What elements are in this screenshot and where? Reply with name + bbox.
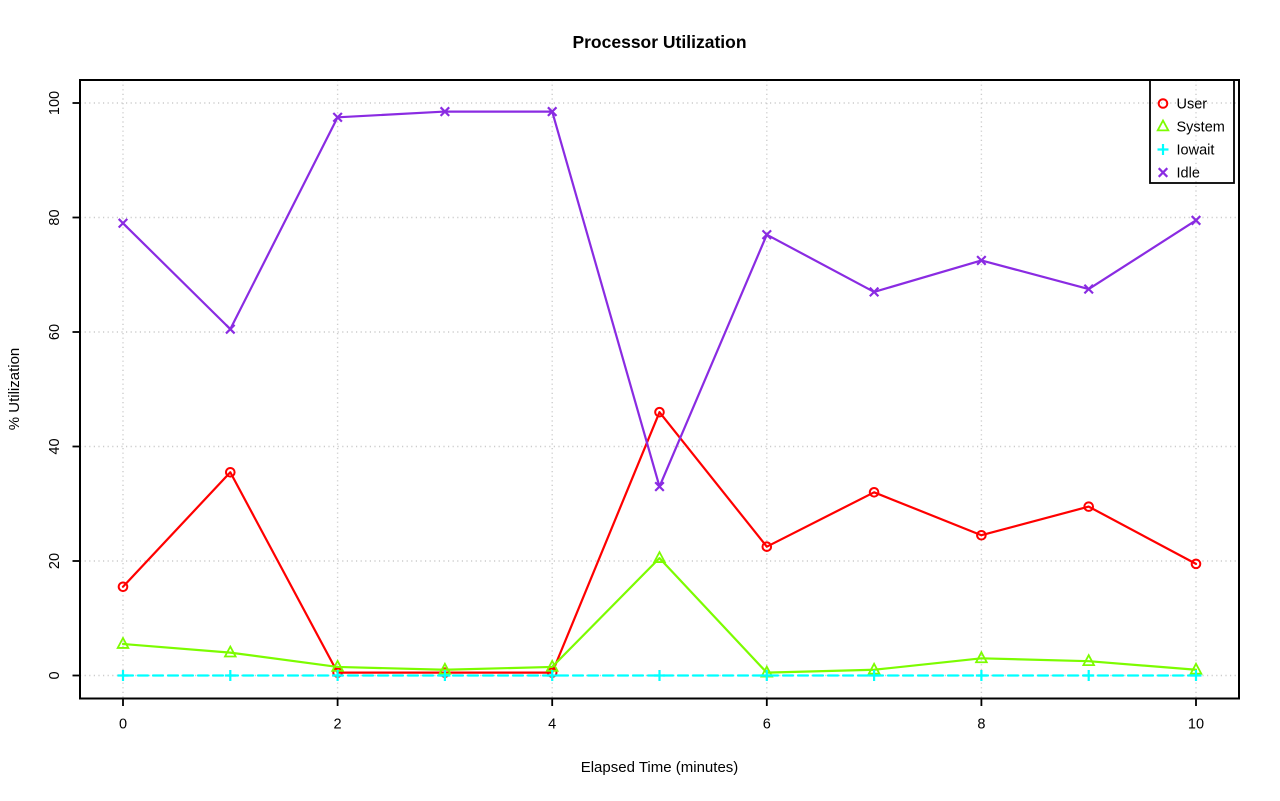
data-point-marker xyxy=(117,581,129,593)
legend-label-system: System xyxy=(1177,120,1225,136)
data-point-marker xyxy=(1083,283,1094,295)
legend-label-iowait: Iowait xyxy=(1177,143,1215,159)
x-axis-tick-label: 4 xyxy=(548,717,556,733)
data-point-marker xyxy=(974,650,989,664)
data-point-marker xyxy=(868,670,880,681)
y-axis-tick-label: 60 xyxy=(47,324,63,340)
data-point-marker xyxy=(117,218,129,229)
data-point-marker xyxy=(332,112,343,123)
legend: User System Iowait Idle xyxy=(1149,79,1235,184)
data-point-marker xyxy=(761,229,772,240)
grid-layer xyxy=(80,80,1239,699)
data-point-marker xyxy=(975,670,987,681)
data-point-marker xyxy=(332,670,344,681)
data-point-marker xyxy=(439,670,451,681)
series-line-system xyxy=(121,557,1198,674)
data-point-marker xyxy=(546,670,558,681)
x-axis-label: Elapsed Time (minutes) xyxy=(581,759,739,776)
data-point-marker xyxy=(224,670,236,681)
legend-marker-iowait xyxy=(1157,144,1169,155)
data-point-marker xyxy=(654,406,665,418)
series-iowait xyxy=(117,670,1202,681)
data-point-marker xyxy=(654,481,665,492)
data-point-marker xyxy=(761,541,773,552)
series-line-idle xyxy=(121,110,1198,488)
data-point-marker xyxy=(547,106,558,117)
data-point-marker xyxy=(1190,215,1202,226)
x-axis-tick-label: 8 xyxy=(977,717,985,733)
data-point-marker xyxy=(761,670,773,681)
x-axis-tick-label: 10 xyxy=(1188,717,1204,733)
data-point-marker xyxy=(439,106,450,117)
data-point-marker xyxy=(1190,558,1202,570)
series-system xyxy=(116,550,1203,678)
legend-marker-system xyxy=(1156,118,1170,132)
data-point-marker xyxy=(868,487,880,498)
legend-label-user: User xyxy=(1177,97,1208,113)
data-point-marker xyxy=(1083,501,1094,512)
data-point-marker xyxy=(869,286,880,298)
y-axis-tick-label: 0 xyxy=(47,671,63,679)
data-point-marker xyxy=(1081,653,1096,666)
legend-label-idle: Idle xyxy=(1177,166,1200,182)
series-idle xyxy=(117,106,1202,492)
chart-title: Processor Utilization xyxy=(572,32,746,52)
data-point-marker xyxy=(225,324,236,335)
data-point-marker xyxy=(225,466,236,478)
x-axis-tick-label: 6 xyxy=(763,717,771,733)
data-point-marker xyxy=(976,255,987,266)
series-user xyxy=(117,406,1202,678)
legend-box xyxy=(1149,79,1235,184)
plot-border xyxy=(79,79,1240,700)
y-axis-label: % Utilization xyxy=(6,348,23,431)
data-point-marker xyxy=(1083,670,1095,681)
x-axis-tick-label: 2 xyxy=(334,717,342,733)
data-point-marker xyxy=(116,636,130,649)
axis-ticks xyxy=(72,102,1197,706)
data-point-marker xyxy=(1190,670,1202,681)
series-layer xyxy=(116,106,1203,681)
data-point-marker xyxy=(117,670,129,681)
y-axis-tick-label: 80 xyxy=(47,209,63,225)
legend-marker-user xyxy=(1157,98,1169,109)
data-point-marker xyxy=(223,644,238,658)
x-axis-tick-label: 0 xyxy=(119,717,127,733)
legend-marker-idle xyxy=(1157,167,1169,178)
y-axis-tick-label: 20 xyxy=(47,553,63,569)
data-point-marker xyxy=(976,529,987,541)
data-point-marker xyxy=(652,550,667,563)
y-axis-tick-label: 100 xyxy=(47,91,63,115)
y-axis-tick-label: 40 xyxy=(47,438,63,454)
data-point-marker xyxy=(654,670,665,681)
series-line-user xyxy=(121,411,1198,674)
